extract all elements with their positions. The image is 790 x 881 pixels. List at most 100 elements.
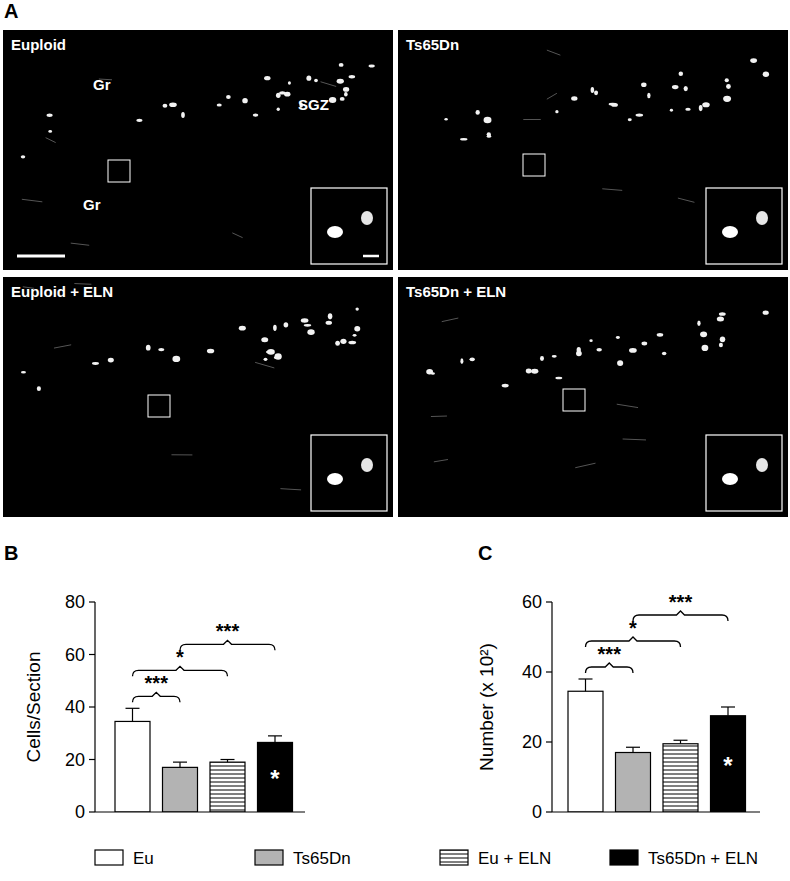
error-cap (721, 706, 735, 707)
y-tick (89, 601, 95, 602)
cell-spot (460, 358, 463, 364)
cell-spot (531, 369, 538, 374)
error-line (727, 707, 728, 716)
cell-spot (37, 386, 41, 391)
micrograph-bg (3, 277, 393, 517)
micrograph-bg (398, 30, 788, 270)
error-cap (268, 735, 282, 736)
cell-spot (354, 326, 360, 332)
cell-spot (242, 98, 248, 103)
y-tick-label: 20 (65, 750, 85, 770)
region-label: Gr (83, 196, 101, 213)
significance-label: *** (598, 643, 622, 665)
y-tick-label: 40 (522, 662, 542, 682)
marks (568, 679, 746, 812)
micrograph: EuploidGrSGZGr (3, 30, 393, 270)
cell-spot (253, 114, 259, 117)
cell-spot (284, 322, 289, 327)
cell-spot (348, 341, 356, 345)
cell-spot (431, 372, 435, 374)
fiber (280, 489, 301, 490)
cell-spot (487, 132, 491, 136)
micrograph-bg (3, 30, 393, 270)
fiber (575, 463, 595, 468)
inset-cell (361, 211, 373, 225)
cell-spot (343, 87, 349, 92)
y-tick-label: 20 (522, 732, 542, 752)
inset-cell (361, 458, 373, 472)
cell-spot (444, 118, 447, 120)
inset-cell (756, 458, 768, 472)
legend-swatch (440, 850, 468, 865)
y-tick (546, 741, 552, 742)
bar-chart: 020406080Cells/Section******** (23, 592, 305, 822)
error-cap (674, 740, 688, 741)
fiber (617, 404, 638, 407)
zoom-box (148, 395, 170, 417)
cell-spot (355, 307, 358, 310)
scale-bar (17, 255, 65, 258)
cell-spot (304, 324, 312, 327)
fiber (547, 93, 557, 99)
cell-spot (21, 371, 26, 373)
y-tick (546, 601, 552, 602)
cell-spot (307, 329, 314, 335)
legend: EuTs65DnEu + ELNTs65Dn + ELN (95, 849, 758, 868)
cell-spot (628, 118, 632, 121)
error-line (274, 736, 275, 743)
inset (311, 435, 387, 511)
error-bar (173, 762, 187, 767)
error-line (585, 679, 586, 691)
cell-spot (670, 109, 673, 112)
legend-swatch (610, 850, 638, 865)
cell-spot (617, 360, 623, 366)
error-bar (579, 679, 593, 691)
cell-spot (340, 339, 346, 344)
fiber (232, 233, 242, 238)
cell-spot (609, 103, 617, 106)
cell-spot (108, 358, 114, 363)
cell-spot (684, 86, 688, 91)
x-axis (95, 811, 305, 812)
cell-spot (340, 97, 345, 101)
cell-spot (679, 71, 683, 76)
marks (115, 708, 293, 812)
error-line (132, 708, 133, 721)
bar (163, 767, 198, 812)
panel-letter: A (4, 0, 18, 22)
bar (210, 762, 245, 812)
cell-spot (264, 358, 268, 361)
cell-spot (48, 130, 52, 133)
cell-spot (172, 356, 180, 362)
fiber (22, 199, 43, 202)
region-label: Gr (93, 76, 111, 93)
bar (663, 744, 698, 812)
figure: ABCEuploidGrSGZGrTs65DnEuploid + ELNTs65… (0, 0, 790, 881)
y-tick-label: 0 (75, 802, 85, 822)
bar (568, 691, 603, 812)
inset-frame (706, 435, 782, 511)
micrograph-title: Ts65Dn + ELN (406, 283, 506, 300)
y-tick-label: 80 (65, 592, 85, 612)
cell-spot (344, 92, 348, 96)
micrograph: Euploid + ELN (3, 277, 393, 517)
x-axis (552, 811, 760, 812)
error-bar (721, 707, 735, 716)
panel-letter: C (478, 542, 492, 564)
fiber (523, 119, 540, 120)
cell-spot (641, 82, 646, 87)
bar (258, 742, 293, 812)
zoom-box (563, 389, 585, 411)
y-tick-label: 0 (532, 802, 542, 822)
cell-spot (636, 113, 644, 116)
cell-spot (720, 336, 725, 342)
cell-spot (526, 369, 532, 374)
inset-frame (706, 188, 782, 264)
bar-annotation: * (723, 752, 733, 779)
significance-label: *** (669, 591, 693, 613)
cell-spot (589, 339, 592, 342)
cell-spot (301, 318, 309, 322)
cell-spot (763, 72, 769, 77)
y-axis-label: Number (x 10²) (476, 643, 497, 771)
bar-annotation: * (270, 765, 280, 792)
